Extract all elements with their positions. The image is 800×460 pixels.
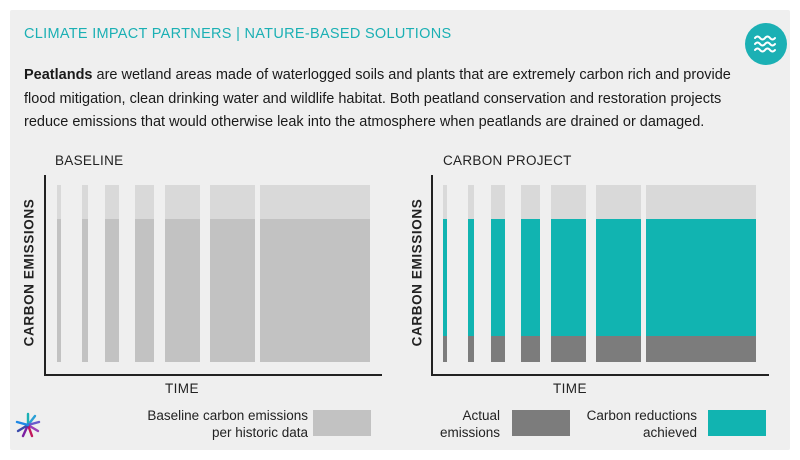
bar-reduction-segment <box>443 219 447 336</box>
baseline-y-axis <box>44 175 46 375</box>
bar-actual-emissions-segment <box>443 336 447 362</box>
bar-actual-emissions-segment <box>551 336 586 362</box>
bar-upper-segment <box>468 185 474 219</box>
legend-reductions-line2: achieved <box>642 425 697 440</box>
baseline-bar-4 <box>135 185 154 362</box>
baseline-bar-5 <box>165 185 200 362</box>
bar-upper-segment <box>596 185 641 219</box>
legend-actual-line2: emissions <box>439 425 500 440</box>
bar-baseline-segment <box>210 219 255 362</box>
project-x-axis <box>431 374 769 376</box>
bar-actual-emissions-segment <box>521 336 540 362</box>
baseline-bar-2 <box>82 185 88 362</box>
bar-upper-segment <box>82 185 88 219</box>
intro-text: are wetland areas made of waterlogged so… <box>24 67 731 130</box>
bar-upper-segment <box>491 185 505 219</box>
bar-upper-segment <box>105 185 119 219</box>
project-bar-2 <box>468 185 474 362</box>
intro-paragraph: Peatlands are wetland areas made of wate… <box>24 64 744 135</box>
baseline-x-axis-label: TIME <box>165 381 199 396</box>
project-y-axis-label: CARBON EMISSIONS <box>409 198 425 347</box>
bar-baseline-segment <box>57 219 61 362</box>
header-title: CLIMATE IMPACT PARTNERS | NATURE-BASED S… <box>24 26 452 42</box>
bar-actual-emissions-segment <box>468 336 474 362</box>
baseline-bar-1 <box>57 185 61 362</box>
legend-baseline-line1: Baseline carbon emissions <box>147 408 308 423</box>
project-bar-4 <box>521 185 540 362</box>
project-bar-5 <box>551 185 586 362</box>
bar-baseline-segment <box>82 219 88 362</box>
bar-baseline-segment <box>105 219 119 362</box>
water-waves-icon <box>745 23 787 65</box>
legend-reductions-line1: Carbon reductions <box>586 408 697 423</box>
bar-actual-emissions-segment <box>646 336 756 362</box>
legend-reductions-label: Carbon reductions achieved <box>560 407 697 441</box>
bar-baseline-segment <box>260 219 370 362</box>
bar-upper-segment <box>135 185 154 219</box>
bar-upper-segment <box>646 185 756 219</box>
legend-actual-label: Actual emissions <box>400 407 500 441</box>
bar-upper-segment <box>521 185 540 219</box>
bar-upper-segment <box>551 185 586 219</box>
project-x-axis-label: TIME <box>553 381 587 396</box>
bar-upper-segment <box>165 185 200 219</box>
legend-actual-swatch <box>512 410 570 436</box>
bar-actual-emissions-segment <box>596 336 641 362</box>
bar-reduction-segment <box>596 219 641 336</box>
baseline-x-axis <box>44 374 382 376</box>
baseline-y-axis-label: CARBON EMISSIONS <box>21 198 37 347</box>
bar-actual-emissions-segment <box>491 336 505 362</box>
bar-reduction-segment <box>468 219 474 336</box>
bar-upper-segment <box>443 185 447 219</box>
bar-upper-segment <box>57 185 61 219</box>
project-panel-title: CARBON PROJECT <box>443 153 572 168</box>
starburst-logo-icon <box>15 412 41 438</box>
bar-baseline-segment <box>135 219 154 362</box>
baseline-bar-3 <box>105 185 119 362</box>
baseline-panel-title: BASELINE <box>55 153 124 168</box>
bar-upper-segment <box>260 185 370 219</box>
legend-reductions-swatch <box>708 410 766 436</box>
bar-reduction-segment <box>646 219 756 336</box>
project-bar-6 <box>596 185 641 362</box>
bar-reduction-segment <box>551 219 586 336</box>
baseline-bar-7 <box>260 185 370 362</box>
project-bar-3 <box>491 185 505 362</box>
bar-reduction-segment <box>491 219 505 336</box>
legend-actual-line1: Actual <box>462 408 500 423</box>
bar-baseline-segment <box>165 219 200 362</box>
legend-baseline-swatch <box>313 410 371 436</box>
bar-upper-segment <box>210 185 255 219</box>
project-bar-1 <box>443 185 447 362</box>
project-y-axis <box>431 175 433 375</box>
legend-baseline-label: Baseline carbon emissions per historic d… <box>100 407 308 441</box>
baseline-bar-6 <box>210 185 255 362</box>
bar-reduction-segment <box>521 219 540 336</box>
intro-bold-term: Peatlands <box>24 67 93 83</box>
legend-baseline-line2: per historic data <box>211 425 308 440</box>
project-bar-7 <box>646 185 756 362</box>
